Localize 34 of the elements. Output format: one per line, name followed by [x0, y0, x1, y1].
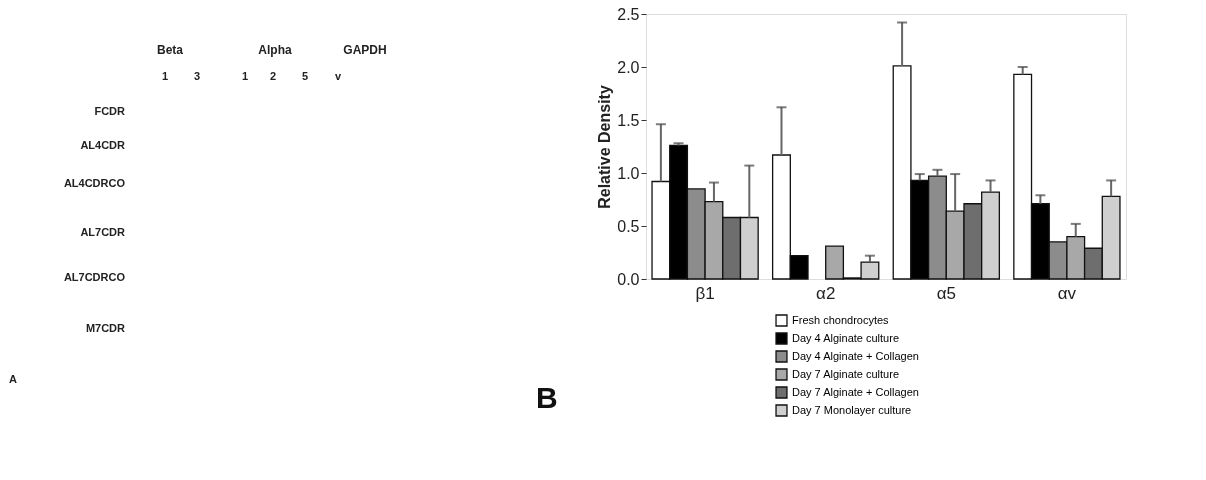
- legend-label: Day 7 Alginate culture: [792, 367, 900, 380]
- x-tick-label: β1: [695, 283, 715, 303]
- text: GAPDH: [343, 42, 387, 57]
- text: FCDR: [94, 105, 126, 118]
- text: 2: [269, 69, 277, 82]
- text: M7CDR: [85, 322, 126, 335]
- legend-label: Day 7 Alginate + Collagen: [792, 385, 919, 398]
- y-tick-label: 1.5: [617, 111, 640, 129]
- legend-label: Day 4 Alginate culture: [792, 331, 900, 344]
- text: v: [334, 69, 342, 82]
- y-tick-label: 2.5: [617, 5, 640, 23]
- y-axis-title: Relative Density: [596, 85, 614, 209]
- text: AL7CDR: [80, 225, 126, 238]
- x-tick-label: α5: [936, 283, 956, 303]
- text: 3: [193, 69, 201, 82]
- legend-label: Fresh chondrocytes: [792, 313, 890, 326]
- y-tick-label: 2.0: [617, 58, 640, 76]
- text: AL4CDR: [80, 139, 126, 152]
- y-tick-label: 1.0: [617, 164, 640, 182]
- x-tick-label: αv: [1057, 283, 1077, 303]
- text: B: [536, 381, 558, 414]
- text: AL7CDRCO: [63, 270, 126, 283]
- text: 1: [161, 69, 169, 82]
- text: AL4CDRCO: [63, 176, 126, 189]
- text: A: [9, 373, 17, 386]
- y-tick-label: 0.0: [617, 270, 640, 288]
- text: Alpha: [258, 42, 292, 57]
- y-tick-label: 0.5: [617, 217, 640, 235]
- text: 5: [301, 69, 309, 82]
- legend-label: Day 4 Alginate + Collagen: [792, 349, 919, 362]
- text: 1: [241, 69, 249, 82]
- legend-label: Day 7 Monolayer culture: [792, 403, 912, 416]
- text: Beta: [156, 42, 184, 57]
- x-tick-label: α2: [816, 283, 836, 303]
